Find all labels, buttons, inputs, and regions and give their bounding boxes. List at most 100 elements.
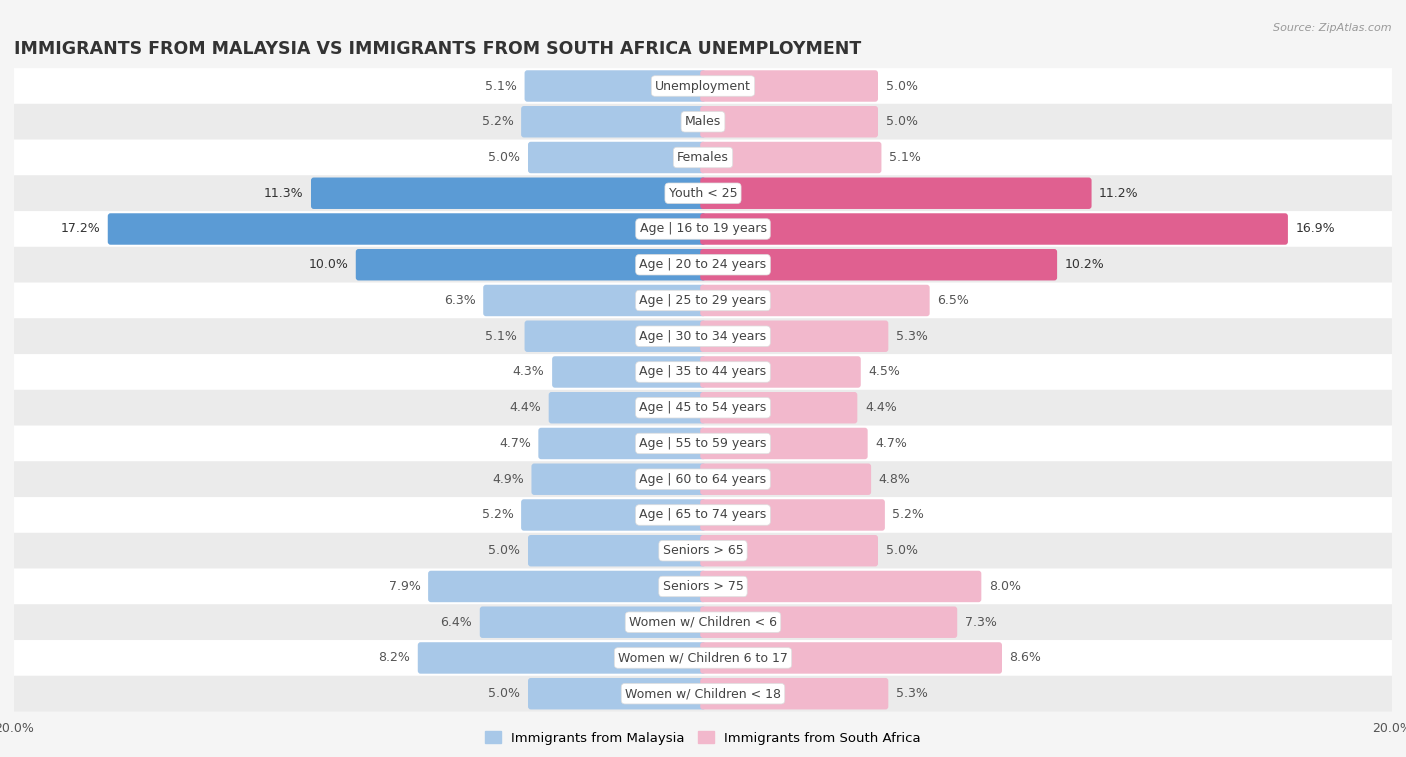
FancyBboxPatch shape: [14, 319, 1392, 354]
Text: 4.4%: 4.4%: [509, 401, 541, 414]
Text: 5.3%: 5.3%: [896, 687, 928, 700]
FancyBboxPatch shape: [356, 249, 706, 281]
FancyBboxPatch shape: [700, 142, 882, 173]
Text: Age | 65 to 74 years: Age | 65 to 74 years: [640, 509, 766, 522]
Text: 4.5%: 4.5%: [869, 366, 900, 378]
FancyBboxPatch shape: [14, 640, 1392, 676]
Text: 7.9%: 7.9%: [388, 580, 420, 593]
FancyBboxPatch shape: [522, 106, 706, 138]
FancyBboxPatch shape: [524, 320, 706, 352]
Text: 6.5%: 6.5%: [938, 294, 969, 307]
Text: 5.1%: 5.1%: [889, 151, 921, 164]
Text: 8.6%: 8.6%: [1010, 652, 1042, 665]
FancyBboxPatch shape: [14, 68, 1392, 104]
Text: 5.1%: 5.1%: [485, 79, 517, 92]
FancyBboxPatch shape: [700, 463, 872, 495]
Text: Age | 35 to 44 years: Age | 35 to 44 years: [640, 366, 766, 378]
Text: 5.2%: 5.2%: [482, 509, 513, 522]
Text: Women w/ Children < 6: Women w/ Children < 6: [628, 615, 778, 629]
Text: Youth < 25: Youth < 25: [669, 187, 737, 200]
Text: 7.3%: 7.3%: [965, 615, 997, 629]
Text: 8.2%: 8.2%: [378, 652, 411, 665]
FancyBboxPatch shape: [700, 678, 889, 709]
Text: 5.0%: 5.0%: [886, 115, 918, 128]
FancyBboxPatch shape: [700, 70, 877, 101]
Text: 5.0%: 5.0%: [488, 151, 520, 164]
FancyBboxPatch shape: [14, 390, 1392, 425]
FancyBboxPatch shape: [529, 678, 706, 709]
Legend: Immigrants from Malaysia, Immigrants from South Africa: Immigrants from Malaysia, Immigrants fro…: [479, 726, 927, 750]
FancyBboxPatch shape: [14, 533, 1392, 569]
Text: 11.3%: 11.3%: [264, 187, 304, 200]
Text: 8.0%: 8.0%: [988, 580, 1021, 593]
FancyBboxPatch shape: [14, 247, 1392, 282]
FancyBboxPatch shape: [522, 500, 706, 531]
FancyBboxPatch shape: [14, 604, 1392, 640]
Text: 4.7%: 4.7%: [875, 437, 907, 450]
FancyBboxPatch shape: [700, 177, 1091, 209]
FancyBboxPatch shape: [14, 282, 1392, 319]
Text: 4.3%: 4.3%: [513, 366, 544, 378]
FancyBboxPatch shape: [700, 535, 877, 566]
Text: Unemployment: Unemployment: [655, 79, 751, 92]
FancyBboxPatch shape: [14, 354, 1392, 390]
Text: Women w/ Children 6 to 17: Women w/ Children 6 to 17: [619, 652, 787, 665]
FancyBboxPatch shape: [14, 211, 1392, 247]
FancyBboxPatch shape: [418, 642, 706, 674]
Text: 4.9%: 4.9%: [492, 472, 524, 486]
FancyBboxPatch shape: [548, 392, 706, 423]
FancyBboxPatch shape: [311, 177, 706, 209]
FancyBboxPatch shape: [538, 428, 706, 459]
Text: 5.0%: 5.0%: [886, 79, 918, 92]
Text: Women w/ Children < 18: Women w/ Children < 18: [626, 687, 780, 700]
Text: Age | 60 to 64 years: Age | 60 to 64 years: [640, 472, 766, 486]
FancyBboxPatch shape: [700, 428, 868, 459]
FancyBboxPatch shape: [700, 320, 889, 352]
FancyBboxPatch shape: [700, 213, 1288, 245]
Text: 16.9%: 16.9%: [1295, 223, 1336, 235]
FancyBboxPatch shape: [484, 285, 706, 316]
FancyBboxPatch shape: [524, 70, 706, 101]
FancyBboxPatch shape: [529, 535, 706, 566]
Text: 11.2%: 11.2%: [1099, 187, 1139, 200]
Text: Seniors > 65: Seniors > 65: [662, 544, 744, 557]
Text: Females: Females: [678, 151, 728, 164]
FancyBboxPatch shape: [700, 357, 860, 388]
Text: 4.8%: 4.8%: [879, 472, 911, 486]
Text: 6.3%: 6.3%: [444, 294, 475, 307]
FancyBboxPatch shape: [14, 176, 1392, 211]
Text: 17.2%: 17.2%: [60, 223, 100, 235]
Text: 5.1%: 5.1%: [485, 330, 517, 343]
Text: Age | 25 to 29 years: Age | 25 to 29 years: [640, 294, 766, 307]
FancyBboxPatch shape: [700, 606, 957, 638]
Text: 5.3%: 5.3%: [896, 330, 928, 343]
FancyBboxPatch shape: [529, 142, 706, 173]
FancyBboxPatch shape: [700, 642, 1002, 674]
Text: Age | 30 to 34 years: Age | 30 to 34 years: [640, 330, 766, 343]
FancyBboxPatch shape: [700, 500, 884, 531]
FancyBboxPatch shape: [14, 139, 1392, 176]
FancyBboxPatch shape: [14, 569, 1392, 604]
FancyBboxPatch shape: [14, 497, 1392, 533]
Text: 6.4%: 6.4%: [440, 615, 472, 629]
FancyBboxPatch shape: [427, 571, 706, 603]
Text: 5.2%: 5.2%: [893, 509, 924, 522]
FancyBboxPatch shape: [14, 676, 1392, 712]
FancyBboxPatch shape: [14, 425, 1392, 461]
Text: Males: Males: [685, 115, 721, 128]
Text: Age | 20 to 24 years: Age | 20 to 24 years: [640, 258, 766, 271]
FancyBboxPatch shape: [700, 571, 981, 603]
Text: 5.2%: 5.2%: [482, 115, 513, 128]
Text: 4.7%: 4.7%: [499, 437, 531, 450]
Text: 5.0%: 5.0%: [488, 544, 520, 557]
FancyBboxPatch shape: [700, 392, 858, 423]
FancyBboxPatch shape: [553, 357, 706, 388]
FancyBboxPatch shape: [700, 285, 929, 316]
FancyBboxPatch shape: [479, 606, 706, 638]
Text: 10.0%: 10.0%: [308, 258, 349, 271]
FancyBboxPatch shape: [531, 463, 706, 495]
FancyBboxPatch shape: [14, 104, 1392, 139]
Text: IMMIGRANTS FROM MALAYSIA VS IMMIGRANTS FROM SOUTH AFRICA UNEMPLOYMENT: IMMIGRANTS FROM MALAYSIA VS IMMIGRANTS F…: [14, 40, 862, 58]
FancyBboxPatch shape: [14, 461, 1392, 497]
FancyBboxPatch shape: [700, 106, 877, 138]
